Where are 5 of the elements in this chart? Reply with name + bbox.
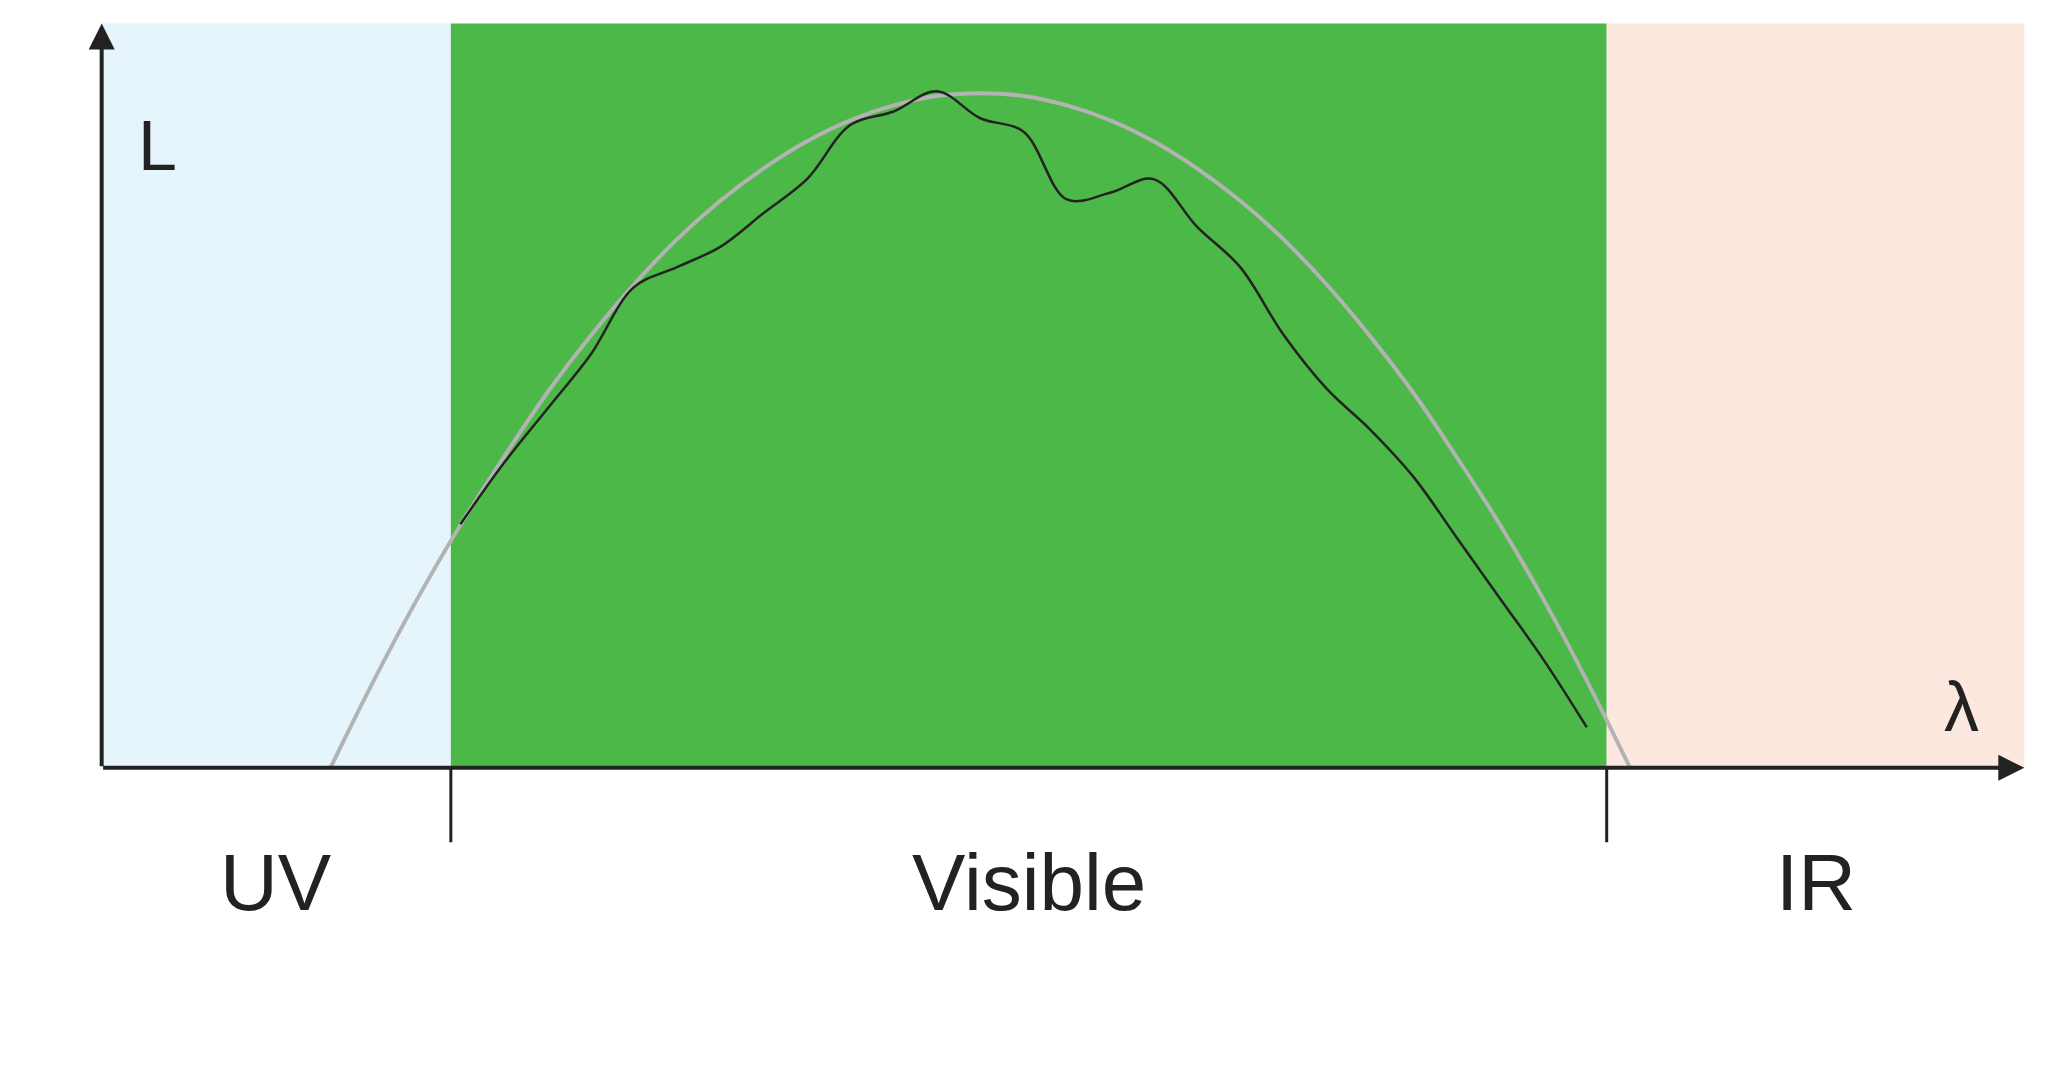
text: UV [220, 838, 332, 927]
x-axis-title: λ [1944, 668, 1979, 746]
text: Visible [912, 838, 1147, 927]
text: IR [1776, 838, 1856, 927]
y-axis-title: L [138, 107, 177, 185]
